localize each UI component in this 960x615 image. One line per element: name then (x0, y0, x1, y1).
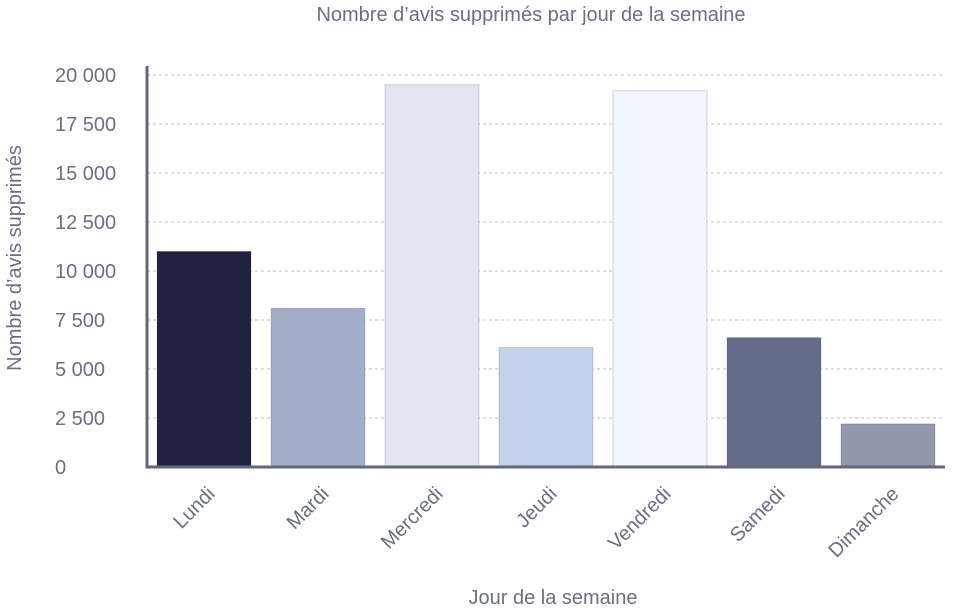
x-tick-label-samedi: Samedi (726, 483, 790, 547)
chart-title: Nombre d’avis supprimés par jour de la s… (316, 4, 745, 26)
x-tick-label-mercredi: Mercredi (377, 483, 448, 554)
x-tick-label-lundi: Lundi (169, 483, 219, 533)
axes (145, 66, 945, 469)
y-tick-label-20000: 20 000 (55, 65, 116, 87)
x-tick-label-dimanche: Dimanche (824, 483, 903, 562)
bar-dimanche (840, 423, 936, 468)
y-tick-label-10000: 10 000 (55, 261, 116, 283)
y-tick-label-0: 0 (55, 457, 66, 479)
bar-mardi (270, 307, 366, 468)
bar-lundi (156, 250, 252, 468)
bar-vendredi (612, 90, 708, 468)
x-tick-label-vendredi: Vendredi (604, 483, 675, 554)
bar-samedi (726, 337, 822, 468)
bars (156, 84, 936, 468)
y-tick-label-2500: 2 500 (55, 408, 105, 430)
x-tick-label-jeudi: Jeudi (512, 483, 561, 532)
y-tick-label-12500: 12 500 (55, 212, 116, 234)
x-tick-label-mardi: Mardi (283, 483, 334, 534)
y-axis-label: Nombre d’avis supprimés (4, 145, 26, 371)
x-tick-labels: Lundi Mardi Mercredi Jeudi Vendredi Samedi Dim… (169, 483, 903, 562)
y-tick-label-7500: 7 500 (55, 310, 105, 332)
y-tick-label-15000: 15 000 (55, 163, 116, 185)
bar-jeudi (498, 346, 594, 468)
bar-mercredi (384, 84, 480, 468)
y-tick-labels: 0 2 500 5 000 7 500 10 000 12 500 15 000 17 500… (55, 65, 116, 479)
y-tick-label-17500: 17 500 (55, 114, 116, 136)
y-tick-label-5000: 5 000 (55, 359, 105, 381)
x-axis-label: Jour de la semaine (469, 587, 638, 609)
